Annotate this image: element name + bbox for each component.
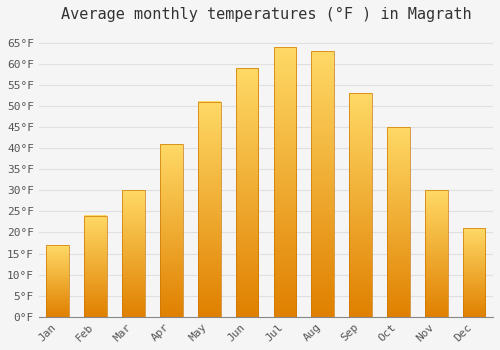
Bar [425,190,448,317]
Bar [312,51,334,317]
Bar [236,68,258,317]
Bar [463,228,485,317]
Bar [349,93,372,317]
Bar [274,47,296,317]
Title: Average monthly temperatures (°F ) in Magrath: Average monthly temperatures (°F ) in Ma… [60,7,471,22]
Bar [122,190,145,317]
Bar [387,127,410,317]
Bar [160,144,182,317]
Bar [198,102,220,317]
Bar [46,245,69,317]
Bar [84,216,107,317]
